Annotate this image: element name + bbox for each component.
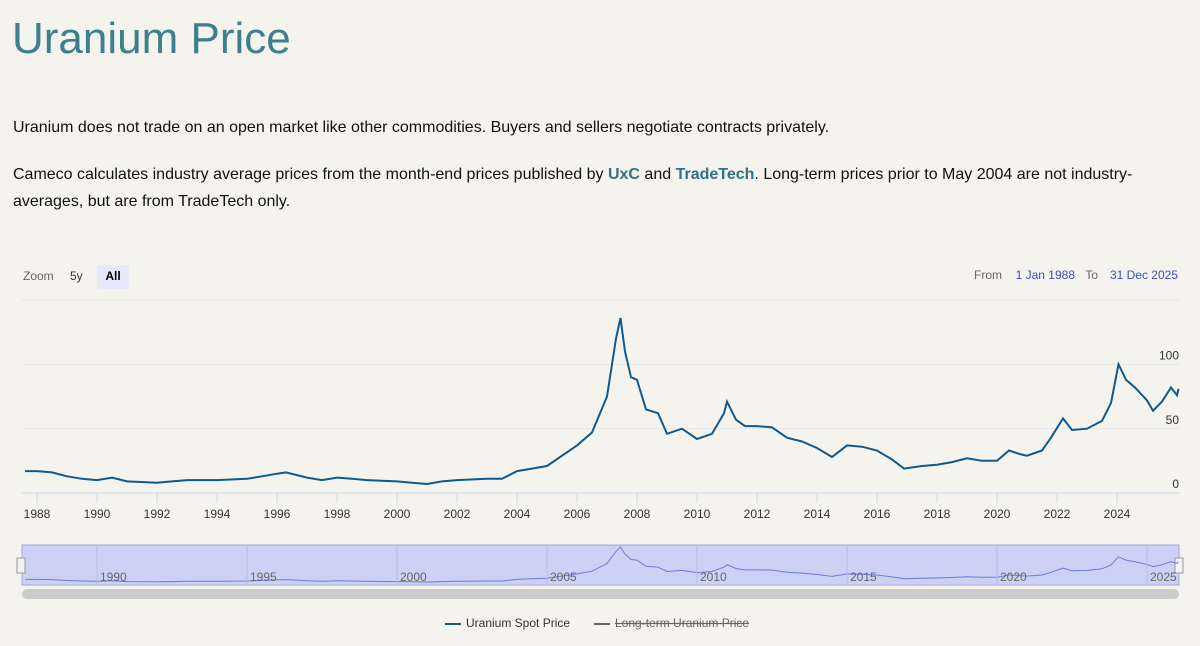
x-tick-label: 2020 (984, 507, 1011, 521)
y-tick-label: 0 (1172, 477, 1179, 491)
to-date[interactable]: 31 Dec 2025 (1110, 268, 1178, 282)
zoom-button[interactable]: 5y (70, 269, 83, 283)
navigator-handle[interactable] (16, 557, 26, 574)
zoom-button[interactable]: All (105, 269, 120, 283)
x-tick-label: 2004 (504, 507, 531, 521)
text: Cameco calculates industry average price… (13, 166, 608, 183)
x-tick-label: 2018 (924, 507, 951, 521)
x-tick-label: 2010 (684, 507, 711, 521)
x-tick-label: 2012 (744, 507, 771, 521)
navigator-handle[interactable] (1174, 557, 1184, 574)
x-tick-label: 1988 (24, 507, 51, 521)
link[interactable]: TradeTech (675, 166, 755, 183)
navigator-tick-label: 2025 (1150, 570, 1177, 584)
scrollbar[interactable] (22, 589, 1179, 599)
legend-label: Uranium Spot Price (466, 616, 570, 630)
to-label: To (1085, 268, 1098, 282)
zoom-button-bg[interactable] (97, 265, 129, 289)
x-tick-label: 2014 (804, 507, 831, 521)
y-tick-label: 100 (1159, 349, 1179, 363)
x-tick-label: 2022 (1044, 507, 1071, 521)
navigator-tick-label: 2020 (1000, 570, 1027, 584)
x-tick-label: 2008 (624, 507, 651, 521)
x-tick-label: 2024 (1104, 507, 1131, 521)
legend-label: Long-term Uranium Price (615, 616, 749, 630)
navigator-tick-label: 2010 (700, 570, 727, 584)
zoom-label: Zoom (23, 269, 54, 283)
link[interactable]: UxC (607, 166, 640, 183)
navigator-tick-label: 1995 (250, 570, 277, 584)
x-tick-label: 2006 (564, 507, 591, 521)
paragraph: Uranium does not trade on an open market… (13, 119, 830, 136)
from-date[interactable]: 1 Jan 1988 (1016, 268, 1076, 282)
navigator-tick-label: 1990 (100, 570, 127, 584)
y-tick-label: 50 (1166, 413, 1180, 427)
text: and (639, 166, 676, 183)
from-label: From (974, 268, 1002, 282)
navigator-mask[interactable] (21, 544, 1180, 586)
x-tick-label: 1996 (264, 507, 291, 521)
x-tick-label: 2002 (444, 507, 471, 521)
x-tick-label: 2000 (384, 507, 411, 521)
x-tick-label: 1990 (84, 507, 111, 521)
page-title: Uranium Price (12, 14, 291, 63)
text: . Long-term prices prior to May 2004 are… (13, 166, 1133, 210)
price-line (25, 317, 1180, 486)
x-tick-label: 1998 (324, 507, 351, 521)
navigator-tick-label: 2015 (850, 570, 877, 584)
navigator-tick-label: 2000 (400, 570, 427, 584)
paragraph: Cameco calculates industry average price… (13, 161, 1188, 215)
navigator-tick-label: 2005 (550, 570, 577, 584)
x-tick-label: 1992 (144, 507, 171, 521)
navigator-line (25, 546, 1179, 583)
x-tick-label: 1994 (204, 507, 231, 521)
x-tick-label: 2016 (864, 507, 891, 521)
